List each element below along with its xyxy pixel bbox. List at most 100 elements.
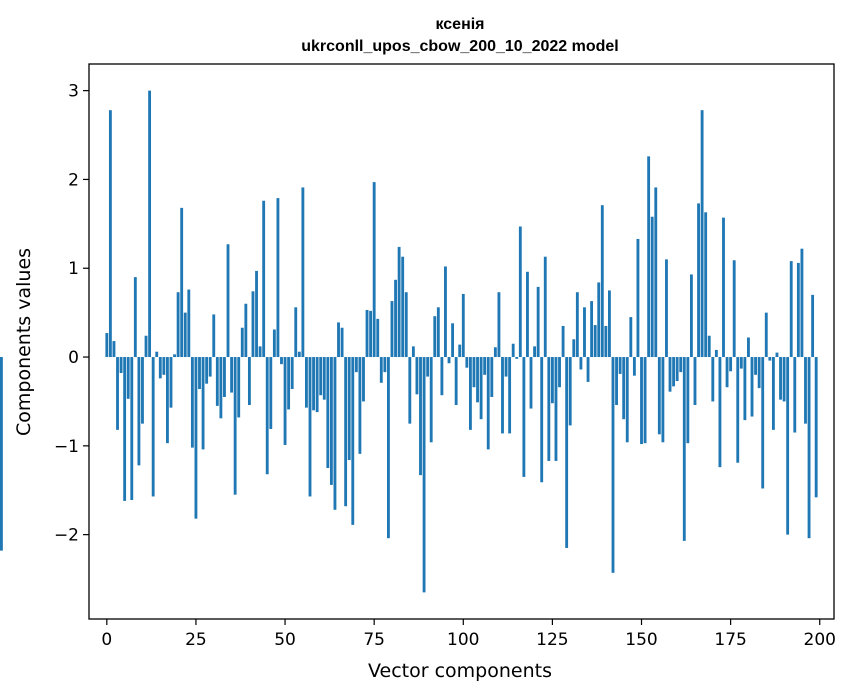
- bar: [105, 333, 109, 358]
- bar: [515, 357, 519, 359]
- bar: [133, 277, 137, 358]
- chart-title: ксенія: [435, 16, 484, 33]
- bar: [312, 357, 315, 411]
- bar: [155, 351, 159, 358]
- bar: [547, 357, 551, 461]
- bar: [511, 343, 515, 358]
- bar: [561, 325, 565, 358]
- bar: [689, 274, 693, 358]
- bar: [158, 357, 162, 379]
- bar: [811, 294, 815, 358]
- bar: [590, 301, 594, 358]
- bar: [408, 357, 412, 424]
- bar: [244, 303, 248, 358]
- bar: [144, 335, 148, 358]
- y-tick-label: 1: [68, 259, 79, 279]
- bar: [447, 357, 451, 364]
- bar: [176, 292, 180, 358]
- bar: [814, 357, 818, 498]
- bar: [315, 357, 319, 413]
- bar: [183, 312, 187, 358]
- x-tick-label: 75: [363, 630, 385, 650]
- x-tick-label: 50: [274, 630, 296, 650]
- bar: [468, 357, 472, 430]
- bar: [729, 357, 733, 372]
- bar: [465, 357, 469, 368]
- bar: [572, 339, 576, 358]
- bar: [436, 307, 440, 358]
- bar: [190, 357, 194, 448]
- bar: [187, 289, 191, 358]
- bar: [223, 357, 226, 397]
- bar: [126, 357, 130, 399]
- y-tick-label: 3: [68, 82, 79, 102]
- bar: [433, 316, 437, 358]
- bar: [476, 357, 479, 403]
- bar: [579, 357, 583, 370]
- bar: [479, 357, 483, 420]
- bar: [0, 357, 3, 551]
- x-tick-label: 100: [447, 630, 479, 650]
- bar: [625, 357, 629, 443]
- bar: [647, 156, 651, 358]
- bar: [764, 312, 768, 358]
- bar: [757, 357, 761, 389]
- bar: [208, 357, 212, 377]
- bar: [661, 357, 665, 443]
- bar: [700, 110, 704, 358]
- bar: [112, 341, 116, 358]
- bar: [611, 357, 615, 573]
- bar: [198, 357, 201, 390]
- bar: [736, 357, 740, 463]
- bar: [369, 310, 373, 358]
- bar: [461, 293, 465, 358]
- bar: [340, 327, 344, 358]
- bar: [376, 318, 380, 358]
- bar: [518, 226, 522, 358]
- bar: [119, 357, 123, 374]
- x-tick-label: 200: [804, 630, 836, 650]
- bar: [807, 357, 811, 539]
- bar: [137, 357, 141, 466]
- bar: [490, 357, 494, 397]
- bar: [472, 357, 476, 388]
- bar: [583, 307, 586, 358]
- bar: [604, 325, 608, 358]
- bar: [194, 357, 198, 519]
- bar: [722, 217, 725, 358]
- bar: [796, 262, 800, 358]
- bar: [358, 357, 362, 454]
- bar: [636, 238, 640, 358]
- bar: [205, 357, 209, 384]
- x-tick-label: 150: [625, 630, 657, 650]
- bar: [329, 357, 333, 485]
- bar: [679, 357, 683, 373]
- bar: [287, 357, 291, 410]
- bar: [711, 357, 715, 402]
- bar: [743, 357, 747, 421]
- bar: [276, 198, 280, 358]
- bar: [504, 357, 508, 377]
- bar: [422, 357, 426, 593]
- bar: [394, 279, 397, 358]
- bar: [283, 357, 287, 445]
- bar: [543, 256, 547, 358]
- bar: [397, 246, 401, 358]
- bar: [650, 216, 654, 358]
- bar: [540, 357, 544, 483]
- bar: [351, 357, 355, 525]
- bar: [793, 357, 797, 433]
- bar: [597, 282, 601, 358]
- bar: [240, 327, 244, 358]
- bar: [237, 357, 241, 418]
- bars-group: [0, 90, 818, 593]
- bar: [347, 357, 351, 461]
- bar: [247, 357, 251, 405]
- bar: [116, 357, 119, 430]
- bar: [173, 354, 176, 358]
- bar: [493, 347, 497, 358]
- y-tick-label: −1: [54, 437, 79, 457]
- bar: [632, 357, 636, 376]
- bar: [372, 182, 376, 358]
- bar: [629, 317, 633, 358]
